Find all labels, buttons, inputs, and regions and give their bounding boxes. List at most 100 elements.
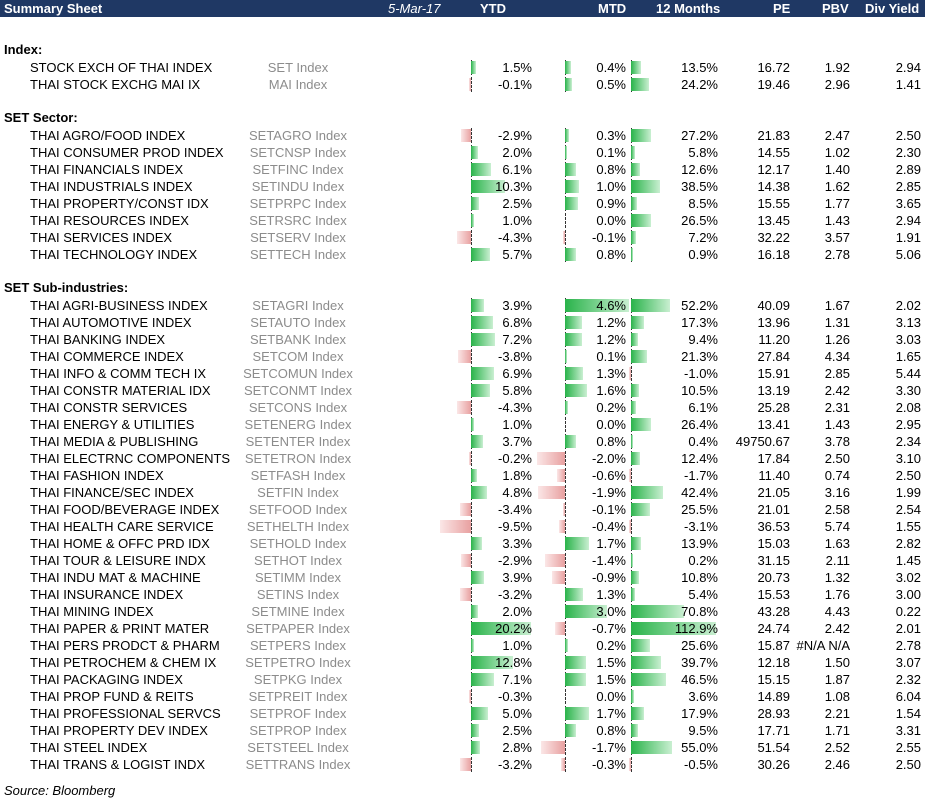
- negative-bar: [537, 452, 565, 465]
- mtd-value: -2.0%: [592, 451, 626, 466]
- sheet-title: Summary Sheet: [4, 1, 103, 16]
- mtd-value: 1.5%: [596, 655, 626, 670]
- index-name: THAI TRANS & LOGIST INDX: [30, 757, 206, 772]
- index-name: THAI AGRO/FOOD INDEX: [30, 128, 186, 143]
- ytd-value: 20.2%: [495, 621, 532, 636]
- pe-value: 27.84: [757, 349, 790, 364]
- table-row: THAI AUTOMOTIVE INDEX SETAUTO Index 6.8% 1.…: [0, 314, 925, 331]
- positive-bar: [631, 554, 633, 567]
- positive-bar: [631, 588, 636, 601]
- positive-bar: [565, 724, 577, 737]
- div-yield-value: 2.50: [895, 468, 921, 483]
- negative-bar: [456, 231, 471, 244]
- mtd-value: 1.3%: [596, 366, 626, 381]
- ytd-value: 5.0%: [502, 706, 532, 721]
- table-row: THAI AGRO/FOOD INDEX SETAGRO Index -2.9% 0.…: [0, 127, 925, 144]
- bar-axis: [471, 128, 473, 143]
- positive-bar: [631, 163, 641, 176]
- section-title: SET Sub-industries:: [4, 280, 129, 295]
- index-name: THAI PROPERTY DEV INDEX: [30, 723, 208, 738]
- pe-value: 24.74: [757, 621, 790, 636]
- bar-axis: [565, 519, 567, 534]
- positive-bar: [565, 180, 579, 193]
- pe-value: 15.03: [757, 536, 790, 551]
- mtd-value: 4.6%: [596, 298, 626, 313]
- div-yield-value: 2.50: [895, 757, 921, 772]
- negative-bar: [439, 520, 471, 533]
- negative-bar: [469, 78, 471, 91]
- positive-bar: [565, 316, 582, 329]
- mtd-value: 0.2%: [596, 638, 626, 653]
- positive-bar: [631, 486, 663, 499]
- pe-value: 11.40: [758, 468, 790, 483]
- div-yield-value: 5.06: [895, 247, 921, 262]
- bar-axis: [565, 451, 567, 466]
- bar-axis: [565, 417, 567, 432]
- positive-bar: [631, 656, 661, 669]
- bar-axis: [631, 468, 633, 483]
- pbv-value: 2.31: [824, 400, 850, 415]
- ticker: SETENTER Index: [245, 434, 351, 449]
- table-row: THAI PAPER & PRINT MATER SETPAPER Index 20…: [0, 620, 925, 637]
- ticker: SETCONS Index: [248, 400, 348, 415]
- index-name: THAI AGRI-BUSINESS INDEX: [30, 298, 208, 313]
- positive-bar: [631, 333, 639, 346]
- table-row: THAI SERVICES INDEX SETSERV Index -4.3% -0.…: [0, 229, 925, 246]
- positive-bar: [565, 350, 567, 363]
- ytd-value: -4.3%: [498, 230, 532, 245]
- pe-value: 12.17: [757, 162, 790, 177]
- pe-value: 13.96: [757, 315, 790, 330]
- div-yield-value: 1.54: [895, 706, 921, 721]
- index-name: THAI MINING INDEX: [30, 604, 154, 619]
- pbv-value: 4.43: [824, 604, 850, 619]
- ticker: SETAUTO Index: [250, 315, 346, 330]
- table-row: THAI INDUSTRIALS INDEX SETINDU Index 10.3%…: [0, 178, 925, 195]
- 12m-value: 39.7%: [681, 655, 718, 670]
- positive-bar: [631, 231, 637, 244]
- pbv-value: 2.96: [824, 77, 850, 92]
- ytd-value: 10.3%: [495, 179, 532, 194]
- index-name: THAI COMMERCE INDEX: [30, 349, 184, 364]
- header-bar: Summary Sheet 5-Mar-17 YTD MTD 12 Months…: [0, 0, 925, 17]
- ytd-value: 1.0%: [502, 417, 532, 432]
- index-name: THAI BANKING INDEX: [30, 332, 166, 347]
- ticker: SETFINC Index: [252, 162, 344, 177]
- bar-axis: [565, 689, 567, 704]
- positive-bar: [471, 656, 514, 669]
- pbv-value: 1.76: [824, 587, 850, 602]
- positive-bar: [631, 350, 647, 363]
- 12m-value: 12.6%: [681, 162, 718, 177]
- col-header-pbv: PBV: [822, 1, 849, 16]
- table-row: THAI TOUR & LEISURE INDX SETHOT Index -2.9…: [0, 552, 925, 569]
- positive-bar: [471, 707, 488, 720]
- bar-axis: [471, 451, 473, 466]
- positive-bar: [471, 197, 480, 210]
- index-name: THAI PROFESSIONAL SERVCS: [30, 706, 221, 721]
- div-yield-value: 2.02: [895, 298, 921, 313]
- positive-bar: [565, 163, 577, 176]
- positive-bar: [565, 656, 586, 669]
- pbv-value: 2.52: [824, 740, 850, 755]
- bar-axis: [565, 213, 567, 228]
- index-name: THAI FINANCE/SEC INDEX: [30, 485, 194, 500]
- div-yield-value: 2.30: [895, 145, 921, 160]
- pe-value: 13.45: [757, 213, 790, 228]
- index-name: THAI CONSTR SERVICES: [30, 400, 188, 415]
- pbv-value: 1.71: [824, 723, 850, 738]
- pe-value: 15.15: [757, 672, 790, 687]
- positive-bar: [631, 180, 660, 193]
- ytd-value: 2.5%: [502, 196, 532, 211]
- negative-bar: [559, 520, 565, 533]
- negative-bar: [460, 758, 471, 771]
- mtd-value: -0.4%: [592, 519, 626, 534]
- pe-value: 16.18: [757, 247, 790, 262]
- col-header-mtd: MTD: [598, 1, 627, 16]
- pbv-value: 3.16: [824, 485, 850, 500]
- mtd-value: 0.4%: [596, 60, 626, 75]
- mtd-value: 1.0%: [596, 179, 626, 194]
- div-yield-value: 3.31: [895, 723, 921, 738]
- index-name: THAI AUTOMOTIVE INDEX: [30, 315, 192, 330]
- pe-value: 32.22: [757, 230, 790, 245]
- negative-bar: [563, 231, 565, 244]
- bar-axis: [631, 757, 633, 772]
